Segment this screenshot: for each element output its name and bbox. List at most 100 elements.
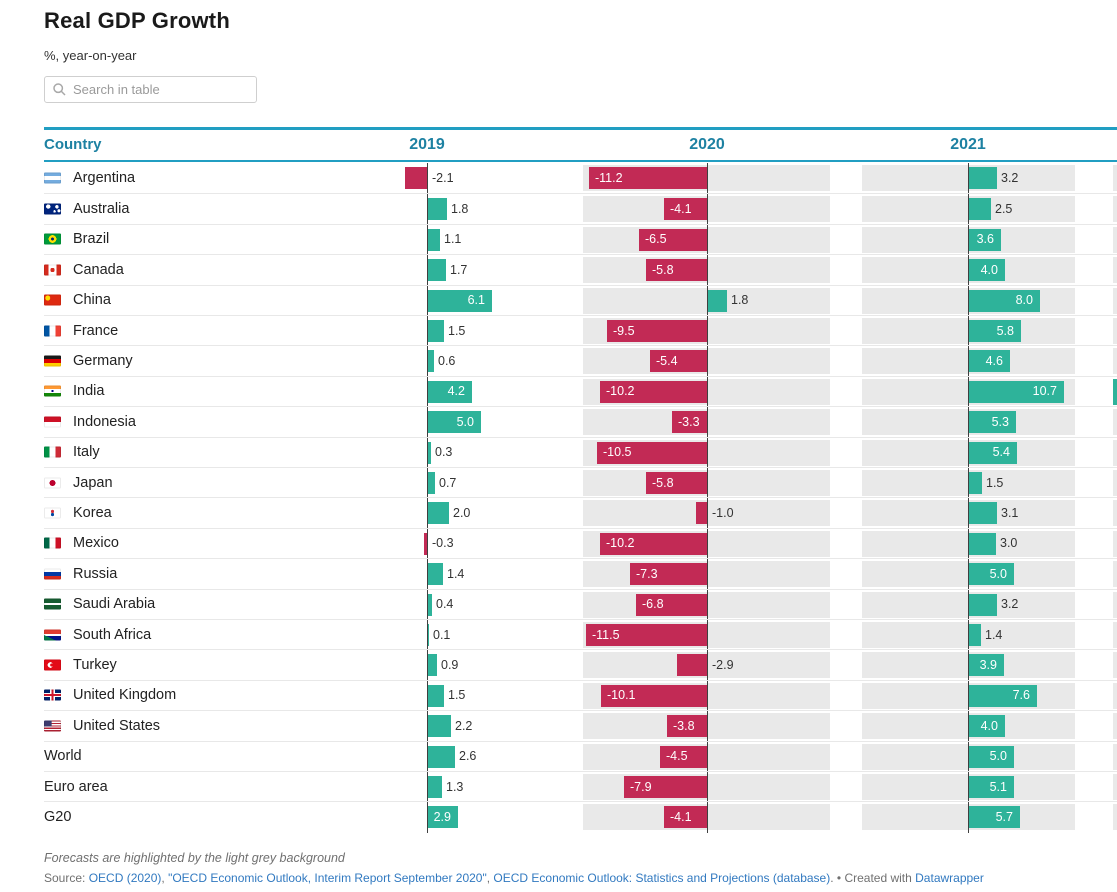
table-row: United States 2.2 -3.8 4.0: [44, 710, 1117, 742]
flag-argentina-icon: [44, 172, 61, 184]
country-label: Italy: [73, 444, 100, 461]
bar-2021: [969, 380, 1064, 403]
value-label-2021: 2.5: [995, 202, 1013, 217]
bar-2019: [428, 380, 472, 403]
bar-2021: [969, 806, 1020, 829]
bar-2021: [969, 654, 1004, 677]
table-row: G20 2.9 -4.1 5.7: [44, 801, 1117, 833]
bar-2021: [969, 167, 997, 189]
flag-russia-icon: [44, 568, 61, 580]
zero-axis-2021: [968, 224, 969, 256]
bar-2019: [428, 563, 443, 586]
zero-axis-2019: [427, 285, 428, 316]
zero-axis-2019: [427, 316, 428, 347]
zero-axis-2019: [427, 620, 428, 651]
value-label-2019: 0.4: [436, 597, 454, 612]
bar-2021: [969, 411, 1016, 434]
search-icon: [53, 83, 66, 96]
cutoff-column-fragment: [1113, 196, 1117, 223]
bar-2020: [636, 593, 707, 616]
zero-axis-2021: [968, 316, 969, 347]
country-label: Euro area: [44, 778, 108, 795]
value-label-2020: -11.5: [592, 627, 620, 642]
table-row: China 6.1 1.8 8.0: [44, 284, 1117, 316]
value-label-2021: 5.8: [996, 323, 1014, 338]
table-row: Japan 0.7 -5.8 1.5: [44, 467, 1117, 499]
value-label-2019: 4.2: [447, 384, 465, 399]
table-row: Italy 0.3 -10.5 5.4: [44, 436, 1117, 468]
country-label: China: [73, 292, 111, 309]
bar-2021: [969, 532, 996, 555]
table-row: India 4.2 -10.2 10.7: [44, 375, 1117, 408]
zero-axis-2020: [707, 346, 708, 377]
table-row: Russia 1.4 -7.3 5.0: [44, 558, 1117, 590]
bar-2021: [969, 441, 1017, 464]
zero-axis-2019: [427, 194, 428, 225]
table-row: Indonesia 5.0 -3.3 5.3: [44, 406, 1117, 438]
zero-axis-2020: [707, 559, 708, 590]
bar-2020: [650, 350, 707, 373]
table-row: Germany 0.6 -5.4 4.6: [44, 345, 1117, 377]
source-link[interactable]: OECD Economic Outlook: Statistics and Pr…: [493, 871, 831, 885]
flag-india-icon: [44, 385, 61, 397]
bar-2020: [672, 411, 707, 434]
zero-axis-2020: [707, 255, 708, 286]
bar-2019: [428, 289, 492, 312]
bar-2019: [428, 441, 431, 464]
cutoff-column-fragment: [1113, 226, 1117, 253]
flag-mexico-icon: [44, 537, 61, 549]
country-label: Russia: [73, 565, 118, 582]
table-row: Saudi Arabia 0.4 -6.8 3.2: [44, 588, 1117, 620]
bar-2020: [601, 684, 707, 707]
bar-2019: [428, 228, 440, 251]
country-label: Indonesia: [73, 413, 136, 430]
value-label-2021: 5.7: [995, 810, 1013, 825]
zero-axis-2019: [427, 163, 428, 194]
zero-axis-2019: [427, 407, 428, 438]
search-box[interactable]: [44, 76, 257, 103]
column-header-2021[interactable]: 2021: [950, 136, 986, 153]
source-line: Source: OECD (2020), "OECD Economic Outl…: [44, 871, 984, 885]
search-input[interactable]: [73, 82, 248, 97]
value-label-2021: 5.4: [992, 445, 1010, 460]
zero-axis-2020: [707, 316, 708, 347]
country-label: South Africa: [73, 626, 152, 643]
zero-axis-2021: [968, 163, 969, 194]
country-label: World: [44, 748, 82, 765]
table-row: Euro area 1.3 -7.9 5.1: [44, 771, 1117, 803]
zero-axis-2019: [427, 468, 428, 499]
value-label-2019: 5.0: [456, 414, 474, 429]
source-link[interactable]: Datawrapper: [915, 871, 984, 885]
country-label: Argentina: [73, 170, 136, 187]
bar-2019: [428, 776, 442, 798]
zero-axis-2019: [427, 224, 428, 256]
column-header-2019[interactable]: 2019: [409, 136, 445, 153]
country-label: Saudi Arabia: [73, 596, 156, 613]
source-link[interactable]: OECD (2020): [88, 871, 162, 885]
value-label-2019: 1.5: [448, 688, 466, 703]
forecast-note: Forecasts are highlighted by the light g…: [44, 851, 345, 865]
value-label-2021: 5.3: [991, 414, 1009, 429]
value-label-2020: 1.8: [731, 293, 749, 308]
value-label-2021: 5.1: [989, 779, 1007, 794]
bar-2021: [969, 198, 991, 221]
cutoff-column-fragment: [1113, 409, 1117, 436]
value-label-2021: 5.0: [989, 566, 1007, 581]
value-label-2021: 5.0: [989, 749, 1007, 764]
bar-2020: [664, 806, 707, 829]
zero-axis-2020: [707, 194, 708, 225]
cutoff-column-fragment: [1113, 318, 1117, 344]
column-header-country[interactable]: Country: [44, 136, 102, 153]
flag-united-states-icon: [44, 720, 61, 732]
column-header-2020[interactable]: 2020: [689, 136, 725, 153]
value-label-2021: 3.2: [1001, 171, 1019, 186]
source-link[interactable]: "OECD Economic Outlook, Interim Report S…: [168, 871, 487, 885]
page-subtitle: %, year-on-year: [44, 48, 137, 63]
zero-axis-2021: [968, 559, 969, 590]
bar-2020: [708, 289, 727, 312]
zero-axis-2021: [968, 650, 969, 681]
zero-axis-2020: [707, 224, 708, 256]
zero-axis-2021: [968, 376, 969, 408]
